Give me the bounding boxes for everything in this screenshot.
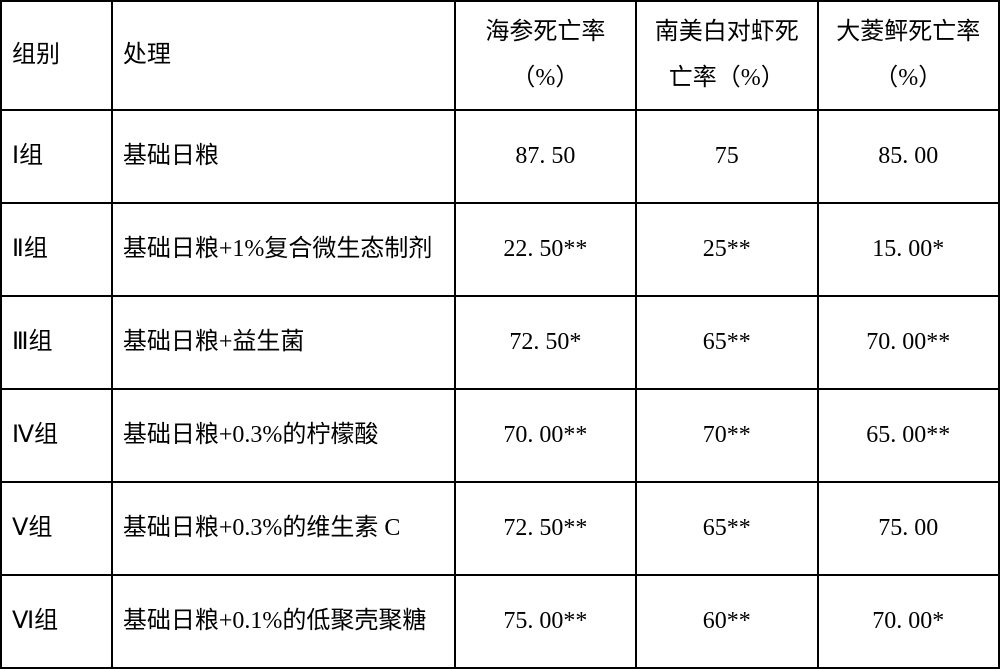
col-header-group: 组别: [1, 1, 112, 110]
table-row: Ⅲ组 基础日粮+益生菌 72. 50* 65** 70. 00**: [1, 296, 999, 389]
table-row: Ⅳ组 基础日粮+0.3%的柠檬酸 70. 00** 70** 65. 00**: [1, 389, 999, 482]
mortality-table-container: 组别 处理 海参死亡率（%） 南美白对虾死亡率（%） 大菱鲆死亡率（%） Ⅰ组 …: [0, 0, 1000, 669]
table-header-row: 组别 处理 海参死亡率（%） 南美白对虾死亡率（%） 大菱鲆死亡率（%）: [1, 1, 999, 110]
cell-group: Ⅱ组: [1, 203, 112, 296]
table-row: Ⅴ组 基础日粮+0.3%的维生素 C 72. 50** 65** 75. 00: [1, 482, 999, 575]
cell-group: Ⅲ组: [1, 296, 112, 389]
cell-group: Ⅵ组: [1, 575, 112, 668]
table-row: Ⅵ组 基础日粮+0.1%的低聚壳聚糖 75. 00** 60** 70. 00*: [1, 575, 999, 668]
cell-m3: 65. 00**: [818, 389, 999, 482]
cell-m2: 65**: [636, 482, 817, 575]
cell-m1: 70. 00**: [455, 389, 636, 482]
cell-treatment: 基础日粮+0.1%的低聚壳聚糖: [112, 575, 455, 668]
cell-treatment: 基础日粮+1%复合微生态制剂: [112, 203, 455, 296]
cell-m3: 70. 00*: [818, 575, 999, 668]
cell-m1: 75. 00**: [455, 575, 636, 668]
cell-m2: 25**: [636, 203, 817, 296]
cell-m1: 72. 50*: [455, 296, 636, 389]
cell-group: Ⅳ组: [1, 389, 112, 482]
col-header-shrimp-mortality: 南美白对虾死亡率（%）: [636, 1, 817, 110]
cell-treatment: 基础日粮+益生菌: [112, 296, 455, 389]
cell-m3: 75. 00: [818, 482, 999, 575]
cell-m3: 15. 00*: [818, 203, 999, 296]
mortality-table: 组别 处理 海参死亡率（%） 南美白对虾死亡率（%） 大菱鲆死亡率（%） Ⅰ组 …: [0, 0, 1000, 669]
col-header-sea-cucumber-mortality: 海参死亡率（%）: [455, 1, 636, 110]
col-header-treatment: 处理: [112, 1, 455, 110]
table-row: Ⅱ组 基础日粮+1%复合微生态制剂 22. 50** 25** 15. 00*: [1, 203, 999, 296]
table-row: Ⅰ组 基础日粮 87. 50 75 85. 00: [1, 110, 999, 203]
cell-m3: 85. 00: [818, 110, 999, 203]
col-header-turbot-mortality: 大菱鲆死亡率（%）: [818, 1, 999, 110]
cell-m2: 65**: [636, 296, 817, 389]
cell-m1: 72. 50**: [455, 482, 636, 575]
cell-treatment: 基础日粮+0.3%的维生素 C: [112, 482, 455, 575]
cell-group: Ⅰ组: [1, 110, 112, 203]
cell-group: Ⅴ组: [1, 482, 112, 575]
cell-m2: 60**: [636, 575, 817, 668]
cell-m1: 22. 50**: [455, 203, 636, 296]
cell-treatment: 基础日粮+0.3%的柠檬酸: [112, 389, 455, 482]
cell-m1: 87. 50: [455, 110, 636, 203]
cell-m3: 70. 00**: [818, 296, 999, 389]
cell-m2: 70**: [636, 389, 817, 482]
cell-m2: 75: [636, 110, 817, 203]
cell-treatment: 基础日粮: [112, 110, 455, 203]
